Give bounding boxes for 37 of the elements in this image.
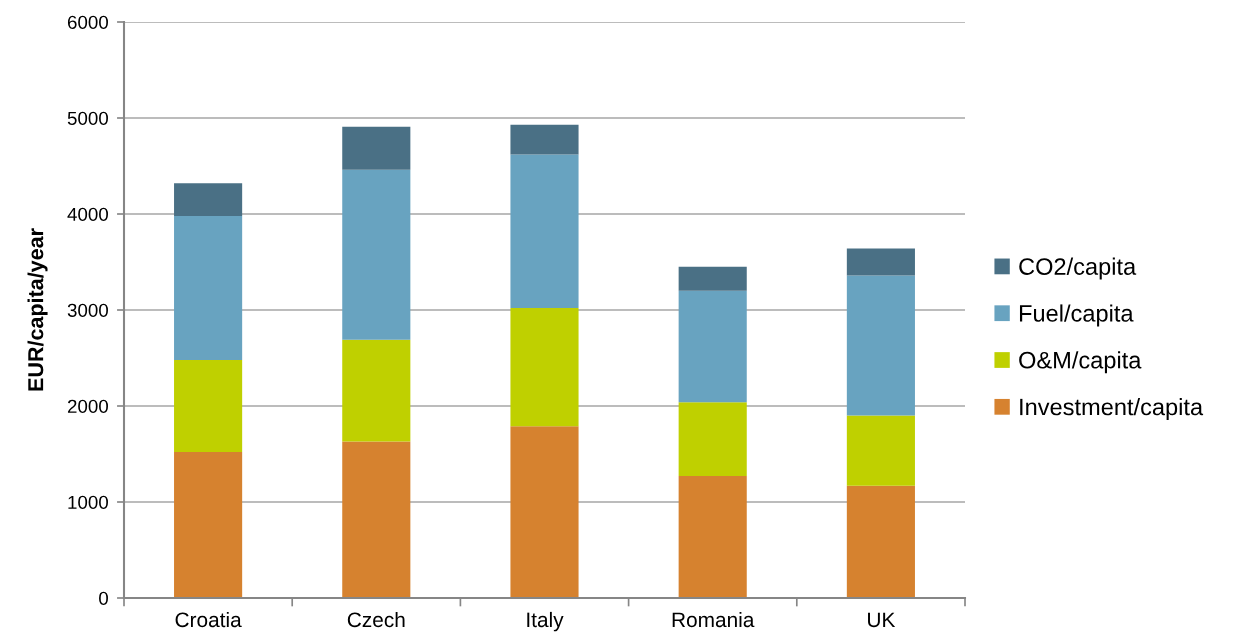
bar (846, 485, 915, 598)
y-tick-label: 6000 (67, 15, 108, 29)
bar (342, 169, 411, 340)
bar (846, 248, 915, 276)
bar (678, 266, 747, 291)
y-axis-title: EUR/capita/year (27, 228, 48, 391)
y-tick-label: 1000 (68, 495, 108, 509)
x-tick-label: Croatia (175, 611, 242, 628)
bar (174, 452, 243, 598)
x-tick-label: Italy (527, 611, 564, 632)
bar (678, 476, 747, 598)
legend-label: Fuel/capita (1019, 304, 1134, 327)
bar (510, 124, 579, 155)
y-tick-label: 5000 (67, 111, 108, 125)
bar (174, 359, 243, 453)
y-tick-label: 0 (99, 591, 108, 605)
bar (174, 215, 243, 360)
bar (510, 154, 579, 309)
legend-label: O&M/capita (1019, 351, 1142, 374)
y-tick-label: 2000 (67, 399, 108, 413)
x-tick-label: Czech (347, 611, 405, 628)
bar (678, 290, 747, 403)
bar (174, 183, 243, 216)
x-tick-label: Romania (672, 611, 755, 628)
legend-label: Investment/capita (1020, 398, 1204, 421)
bar (846, 415, 915, 486)
legend-label: CO2/capita (1019, 257, 1137, 280)
bar (846, 275, 915, 416)
y-tick-label: 4000 (67, 207, 108, 221)
bar (678, 402, 747, 477)
bar (342, 126, 411, 170)
x-tick-label: UK (868, 612, 896, 628)
bar (342, 441, 411, 598)
bar (342, 339, 411, 442)
y-tick-label: 3000 (67, 303, 108, 317)
bar (510, 426, 579, 598)
bar (510, 308, 579, 427)
